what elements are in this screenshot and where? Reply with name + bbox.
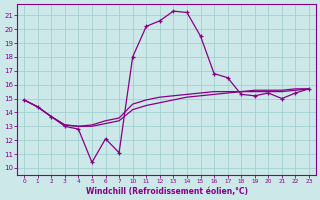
X-axis label: Windchill (Refroidissement éolien,°C): Windchill (Refroidissement éolien,°C) [85,187,248,196]
